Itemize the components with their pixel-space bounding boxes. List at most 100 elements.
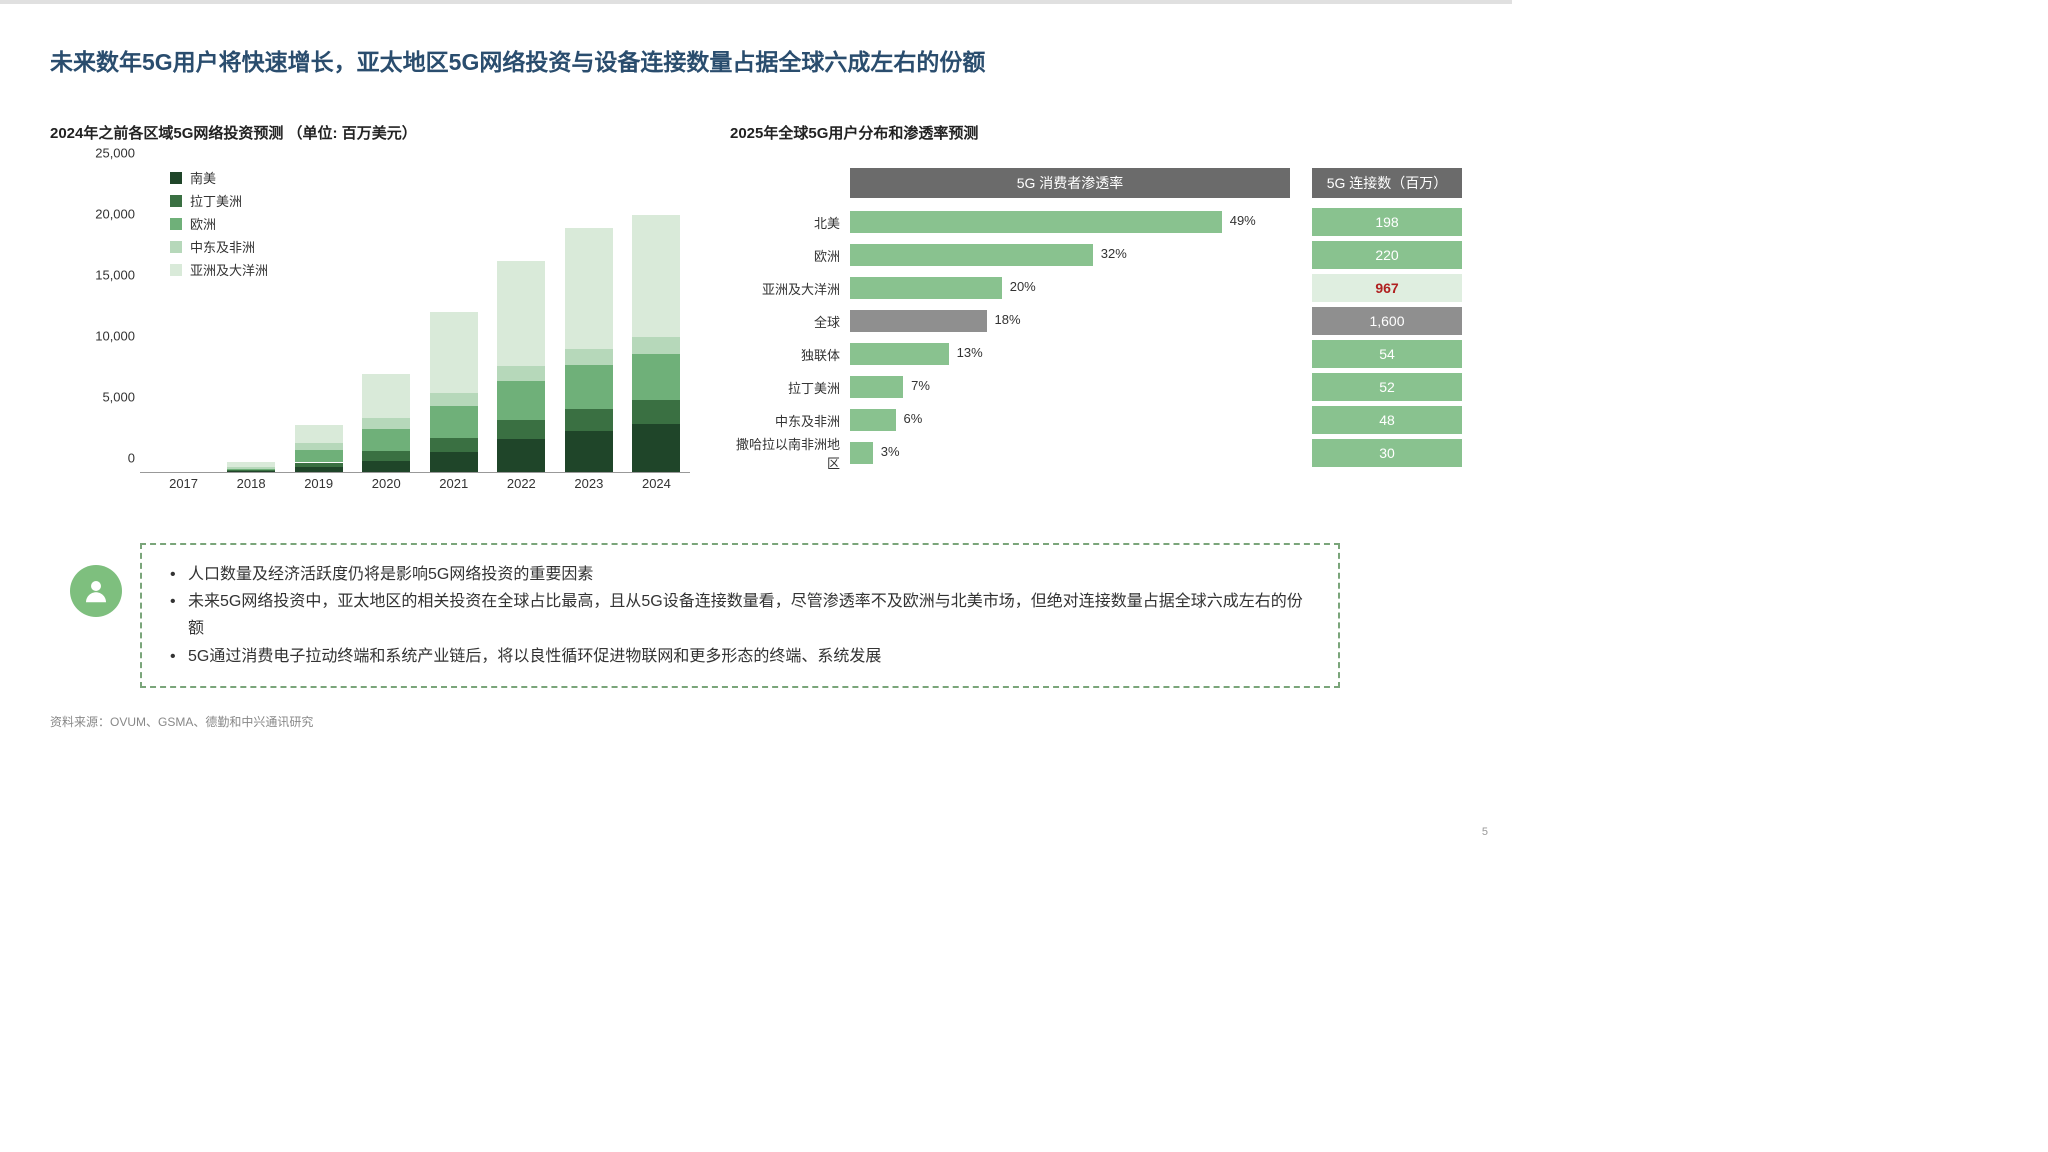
connection-box: 30 [1312,439,1462,467]
y-tick: 5,000 [102,390,135,405]
bar-segment [565,228,613,349]
bar-segment [362,429,410,451]
penetration-row: 全球 18% [730,307,1290,335]
bar-segment [565,365,613,409]
bar-segment [362,418,410,429]
penetration-row: 亚洲及大洋洲 20% [730,274,1290,302]
bar-segment [632,354,680,400]
row-label: 独联体 [730,345,850,364]
hbar-fill [850,211,1222,233]
source-text: 资料来源：OVUM、GSMA、德勤和中兴通讯研究 [50,713,1462,730]
x-label: 2021 [439,476,468,491]
bar-segment [295,467,343,472]
hbar-fill [850,343,949,365]
bar-segment [295,443,343,450]
hbar-value: 3% [881,444,900,459]
x-label: 2017 [169,476,198,491]
x-label: 2024 [642,476,671,491]
hbar-value: 49% [1230,213,1256,228]
hbar-track: 6% [850,409,1290,431]
hbar-fill [850,310,987,332]
bar-segment [497,420,545,440]
bar-segment [227,462,275,467]
hbar-track: 18% [850,310,1290,332]
bar-segment [362,461,410,472]
bar-segment [227,469,275,471]
hbar-fill [850,409,896,431]
bar-segment [497,366,545,381]
bar-segment [565,431,613,472]
bar-segment [497,439,545,472]
bar-segment [632,424,680,472]
stacked-bar-chart: 南美拉丁美洲欧洲中东及非洲亚洲及大洋洲 05,00010,00015,00020… [90,168,690,498]
connection-box: 967 [1312,274,1462,302]
page-number: 5 [1482,826,1488,838]
bar-segment [497,381,545,420]
hbar-fill [850,244,1093,266]
penetration-row: 拉丁美洲 7% [730,373,1290,401]
bar-segment [295,450,343,462]
penetration-row: 欧洲32% [730,241,1290,269]
hbar-track: 7% [850,376,1290,398]
connections-header: 5G 连接数（百万） [1312,168,1462,198]
bar-segment [430,452,478,472]
connection-box: 198 [1312,208,1462,236]
row-label: 北美 [730,213,850,232]
row-label: 拉丁美洲 [730,378,850,397]
penetration-row: 撒哈拉以南非洲地区3% [730,439,1290,467]
bar-segment [295,463,343,468]
hbar-track: 13% [850,343,1290,365]
bar-segment [632,337,680,354]
row-label: 中东及非洲 [730,411,850,430]
bar-segment [430,438,478,453]
hbar-value: 7% [911,378,930,393]
left-panel: 2024年之前各区域5G网络投资预测 （单位: 百万美元） 南美拉丁美洲欧洲中东… [50,122,690,498]
bar-segment [362,451,410,461]
bar-segment [632,215,680,337]
x-label: 2020 [372,476,401,491]
penetration-header: 5G 消费者渗透率 [850,168,1290,198]
row-label: 全球 [730,312,850,331]
bar-segment [362,374,410,418]
bar-segment [227,467,275,468]
person-icon [70,565,122,617]
x-label: 2018 [237,476,266,491]
bar-segment [227,470,275,471]
left-chart-title: 2024年之前各区域5G网络投资预测 （单位: 百万美元） [50,122,690,143]
callout-bullet: 人口数量及经济活跃度仍将是影响5G网络投资的重要因素 [166,561,1314,588]
penetration-row: 独联体13% [730,340,1290,368]
x-label: 2019 [304,476,333,491]
top-border [0,0,1512,4]
hbar-track: 20% [850,277,1290,299]
callout-box: 人口数量及经济活跃度仍将是影响5G网络投资的重要因素未来5G网络投资中，亚太地区… [140,543,1340,688]
connection-box: 52 [1312,373,1462,401]
row-label: 亚洲及大洋洲 [730,279,850,298]
hbar-value: 6% [904,411,923,426]
right-chart-title: 2025年全球5G用户分布和渗透率预测 [730,122,1462,143]
bar-segment [227,471,275,472]
hbar-value: 18% [995,312,1021,327]
bar-segment [632,400,680,424]
connection-box: 1,600 [1312,307,1462,335]
hbar-track: 32% [850,244,1290,266]
bar-segment [565,409,613,431]
connection-box: 48 [1312,406,1462,434]
penetration-row: 中东及非洲 6% [730,406,1290,434]
callout-bullet: 未来5G网络投资中，亚太地区的相关投资在全球占比最高，且从5G设备连接数量看，尽… [166,588,1314,642]
y-tick: 15,000 [95,268,135,283]
bar-segment [565,349,613,365]
connection-box: 220 [1312,241,1462,269]
right-panel: 2025年全球5G用户分布和渗透率预测 5G 消费者渗透率 5G 连接数（百万）… [720,122,1462,498]
hbar-fill [850,277,1002,299]
hbar-value: 20% [1010,279,1036,294]
row-label: 撒哈拉以南非洲地区 [730,434,850,472]
x-label: 2023 [574,476,603,491]
callout-bullet: 5G通过消费电子拉动终端和系统产业链后，将以良性循环促进物联网和更多形态的终端、… [166,643,1314,670]
charts-row: 2024年之前各区域5G网络投资预测 （单位: 百万美元） 南美拉丁美洲欧洲中东… [50,122,1462,498]
y-tick: 25,000 [95,146,135,161]
hbar-fill [850,376,903,398]
y-tick: 10,000 [95,329,135,344]
bar-segment [497,261,545,366]
bar-segment [430,393,478,406]
page-title: 未来数年5G用户将快速增长，亚太地区5G网络投资与设备连接数量占据全球六成左右的… [50,43,1462,77]
